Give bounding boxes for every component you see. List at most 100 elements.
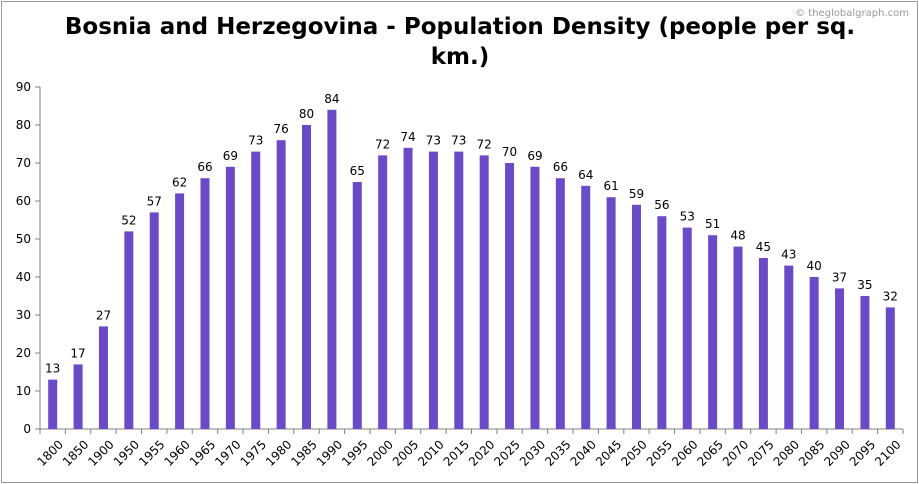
y-tick-label: 90 (16, 80, 31, 94)
x-tick-label: 2025 (491, 437, 522, 468)
y-tick-label: 0 (23, 422, 31, 436)
data-label: 73 (451, 134, 466, 148)
y-tick-label: 50 (16, 232, 31, 246)
bar (479, 155, 489, 429)
data-label: 37 (832, 270, 847, 284)
bar (327, 109, 337, 430)
x-axis: 1800185019001950195519601965197019751980… (35, 428, 904, 469)
data-label: 74 (400, 130, 415, 144)
x-tick-label: 2085 (796, 437, 827, 468)
x-tick-label: 1965 (187, 437, 218, 468)
x-tick-label: 2045 (593, 437, 624, 468)
x-tick-label: 2010 (415, 437, 446, 468)
data-label: 40 (807, 259, 822, 273)
bar (809, 277, 819, 429)
bar (73, 364, 83, 429)
x-tick-label: 2000 (365, 437, 396, 468)
bars (48, 109, 895, 430)
bar (657, 216, 667, 429)
data-label: 61 (603, 179, 618, 193)
data-label: 73 (426, 134, 441, 148)
data-label: 52 (121, 213, 136, 227)
bar (581, 185, 591, 429)
x-tick-label: 1975 (238, 437, 269, 468)
data-label: 62 (172, 175, 187, 189)
x-tick-label: 2055 (644, 437, 675, 468)
data-label: 43 (781, 248, 796, 262)
bar (885, 307, 895, 429)
x-tick-label: 1800 (35, 437, 66, 468)
y-tick-label: 80 (16, 118, 31, 132)
bar (175, 193, 185, 429)
bar (225, 166, 235, 430)
x-tick-label: 2005 (390, 437, 421, 468)
x-tick-label: 2020 (466, 437, 497, 468)
bar (631, 204, 641, 429)
x-tick-label: 2090 (821, 437, 852, 468)
data-label: 84 (324, 92, 339, 106)
bar (606, 197, 616, 429)
bar (124, 231, 134, 429)
x-tick-label: 1990 (314, 437, 345, 468)
data-label: 57 (147, 194, 162, 208)
bar (302, 125, 312, 429)
x-tick-label: 1955 (136, 437, 167, 468)
data-label: 69 (527, 149, 542, 163)
data-labels: 13 17 27 52 57 62 66 69 73 76 80 84 65 72 74 73 73 72 70 69… (45, 92, 898, 376)
bar (403, 147, 413, 430)
x-tick-label: 2070 (720, 437, 751, 468)
y-tick-label: 70 (16, 156, 31, 170)
data-label: 53 (680, 210, 695, 224)
bar (555, 178, 565, 429)
x-tick-label: 2050 (618, 437, 649, 468)
data-label: 48 (730, 229, 745, 243)
x-tick-label: 2015 (441, 437, 472, 468)
x-tick-label: 2040 (568, 437, 599, 468)
data-label: 72 (375, 137, 390, 151)
y-axis: 0 10 20 30 40 50 60 70 80 90 (16, 80, 41, 436)
y-tick-label: 30 (16, 308, 31, 322)
data-label: 32 (883, 289, 898, 303)
data-label: 72 (477, 137, 492, 151)
data-label: 27 (96, 308, 111, 322)
data-label: 66 (197, 160, 212, 174)
y-tick-label: 10 (16, 384, 31, 398)
bar (378, 155, 388, 429)
x-tick-label: 1900 (85, 437, 116, 468)
bar (98, 326, 108, 429)
bar (454, 151, 464, 429)
chart-title: Bosnia and Herzegovina - Population Dens… (64, 14, 856, 70)
data-label: 64 (578, 168, 593, 182)
x-tick-label: 2065 (694, 437, 725, 468)
x-tick-label: 2035 (542, 437, 573, 468)
watermark: © theglobalgraph.com (795, 8, 909, 19)
x-tick-label: 1995 (339, 437, 370, 468)
x-tick-label: 2095 (847, 437, 878, 468)
bar (530, 166, 540, 430)
x-tick-label: 2100 (872, 437, 903, 468)
data-label: 73 (248, 134, 263, 148)
bar (200, 178, 210, 429)
data-label: 76 (273, 122, 288, 136)
data-label: 17 (70, 346, 85, 360)
x-tick-label: 2060 (669, 437, 700, 468)
bar (733, 246, 743, 429)
bar (48, 379, 58, 429)
data-label: 80 (299, 107, 314, 121)
x-tick-label: 1850 (60, 437, 91, 468)
bar (428, 151, 438, 429)
data-label: 45 (756, 240, 771, 254)
data-label: 69 (223, 149, 238, 163)
bar (860, 296, 870, 429)
x-tick-label: 1960 (161, 437, 192, 468)
bar (505, 163, 515, 429)
bar (149, 212, 159, 429)
x-tick-label: 2080 (771, 437, 802, 468)
data-label: 56 (654, 198, 669, 212)
data-label: 66 (553, 160, 568, 174)
data-label: 70 (502, 145, 517, 159)
x-tick-label: 1985 (288, 437, 319, 468)
bar (708, 235, 718, 429)
bar (758, 258, 768, 429)
